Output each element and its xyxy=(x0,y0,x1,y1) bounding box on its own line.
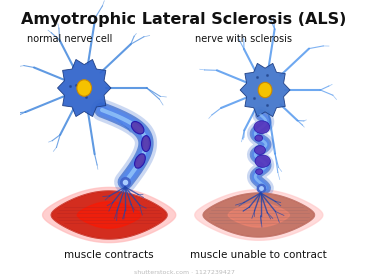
Polygon shape xyxy=(77,202,141,228)
Ellipse shape xyxy=(135,154,145,168)
Polygon shape xyxy=(195,190,323,240)
Text: muscle contracts: muscle contracts xyxy=(64,250,154,260)
Ellipse shape xyxy=(255,135,263,141)
Polygon shape xyxy=(43,187,176,242)
Ellipse shape xyxy=(255,155,270,167)
Text: nerve with sclerosis: nerve with sclerosis xyxy=(195,34,292,44)
Ellipse shape xyxy=(256,169,263,174)
Polygon shape xyxy=(228,203,290,227)
Polygon shape xyxy=(51,191,167,239)
Ellipse shape xyxy=(131,122,144,134)
Ellipse shape xyxy=(142,136,151,151)
Ellipse shape xyxy=(254,146,265,155)
Ellipse shape xyxy=(77,80,92,96)
Ellipse shape xyxy=(258,82,272,98)
Polygon shape xyxy=(57,59,111,116)
Text: normal nerve cell: normal nerve cell xyxy=(27,34,113,44)
Text: shutterstock.com · 1127239427: shutterstock.com · 1127239427 xyxy=(134,270,234,275)
Ellipse shape xyxy=(254,121,270,134)
Polygon shape xyxy=(203,193,315,237)
Text: Amyotrophic Lateral Sclerosis (ALS): Amyotrophic Lateral Sclerosis (ALS) xyxy=(21,12,347,27)
Text: muscle unable to contract: muscle unable to contract xyxy=(191,250,327,260)
Polygon shape xyxy=(240,63,290,117)
